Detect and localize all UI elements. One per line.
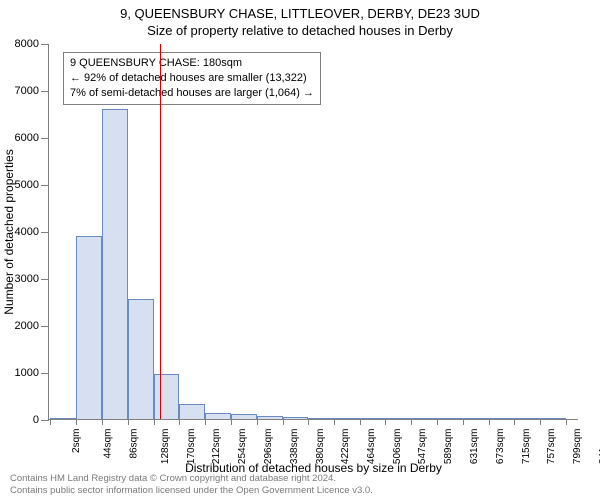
histogram-bar <box>489 418 515 419</box>
x-tick <box>231 419 232 425</box>
y-tick-label: 7000 <box>15 85 49 97</box>
x-tick <box>385 419 386 425</box>
footer-line-2: Contains public sector information licen… <box>10 485 373 497</box>
x-tick <box>463 419 464 425</box>
x-tick <box>489 419 490 425</box>
x-tick <box>50 419 51 425</box>
x-tick-label: 589sqm <box>443 429 454 465</box>
histogram-bar <box>308 418 334 419</box>
x-tick-label: 44sqm <box>103 429 114 459</box>
x-tick <box>566 419 567 425</box>
annotation-box: 9 QUEENSBURY CHASE: 180sqm← 92% of detac… <box>63 52 321 105</box>
histogram-bar <box>231 414 257 419</box>
x-tick-label: 422sqm <box>341 429 352 465</box>
x-tick-label: 715sqm <box>521 429 532 465</box>
histogram-bar <box>437 418 463 419</box>
x-tick <box>102 419 103 425</box>
x-tick <box>334 419 335 425</box>
x-tick-label: 631sqm <box>469 429 480 465</box>
x-tick <box>179 419 180 425</box>
y-tick-label: 2000 <box>15 320 49 332</box>
histogram-bar <box>463 418 489 419</box>
x-tick-label: 296sqm <box>263 429 274 465</box>
x-tick <box>283 419 284 425</box>
y-tick-label: 3000 <box>15 273 49 285</box>
y-tick-label: 1000 <box>15 367 49 379</box>
x-tick-label: 799sqm <box>572 429 583 465</box>
y-tick-label: 6000 <box>15 132 49 144</box>
histogram-bar <box>514 418 540 419</box>
histogram-bar <box>411 418 437 419</box>
x-tick-label: 128sqm <box>160 429 171 465</box>
x-tick-label: 170sqm <box>186 429 197 465</box>
x-tick <box>76 419 77 425</box>
histogram-bar <box>154 374 180 419</box>
reference-line <box>160 44 161 419</box>
footer-line-1: Contains HM Land Registry data © Crown c… <box>10 473 373 485</box>
x-tick <box>437 419 438 425</box>
x-tick <box>360 419 361 425</box>
x-tick <box>128 419 129 425</box>
x-tick-label: 506sqm <box>392 429 403 465</box>
histogram-bar <box>128 299 154 419</box>
x-tick-label: 2sqm <box>71 429 82 453</box>
x-tick-label: 547sqm <box>417 429 428 465</box>
y-tick-label: 4000 <box>15 226 49 238</box>
x-tick-label: 86sqm <box>128 429 139 459</box>
histogram-bar <box>76 236 102 419</box>
x-tick <box>257 419 258 425</box>
histogram-bar <box>283 417 309 419</box>
x-tick-label: 464sqm <box>366 429 377 465</box>
histogram-bar <box>179 404 205 419</box>
x-tick <box>540 419 541 425</box>
annotation-line: 7% of semi-detached houses are larger (1… <box>70 86 314 101</box>
x-tick <box>411 419 412 425</box>
histogram-bar <box>205 413 231 419</box>
x-tick-label: 757sqm <box>547 429 558 465</box>
histogram-bar <box>257 416 283 419</box>
footer-credits: Contains HM Land Registry data © Crown c… <box>10 473 373 497</box>
x-tick-label: 673sqm <box>495 429 506 465</box>
x-tick <box>205 419 206 425</box>
x-tick <box>154 419 155 425</box>
x-tick-label: 338sqm <box>289 429 300 465</box>
annotation-line: 9 QUEENSBURY CHASE: 180sqm <box>70 56 314 71</box>
y-tick-label: 0 <box>33 414 49 426</box>
chart-container: Number of detached properties Distributi… <box>48 44 578 420</box>
histogram-bar <box>540 418 566 419</box>
histogram-bar <box>102 109 128 419</box>
x-tick <box>308 419 309 425</box>
x-tick-label: 380sqm <box>315 429 326 465</box>
histogram-bar <box>385 418 411 419</box>
histogram-bar <box>50 418 76 419</box>
y-tick-label: 8000 <box>15 38 49 50</box>
histogram-bar <box>360 418 386 419</box>
chart-title: 9, QUEENSBURY CHASE, LITTLEOVER, DERBY, … <box>0 0 600 21</box>
histogram-bar <box>334 418 360 419</box>
y-tick-label: 5000 <box>15 179 49 191</box>
x-tick <box>514 419 515 425</box>
plot-area: Number of detached properties Distributi… <box>48 44 578 420</box>
x-tick-label: 212sqm <box>211 429 222 465</box>
x-tick-label: 254sqm <box>237 429 248 465</box>
chart-subtitle: Size of property relative to detached ho… <box>0 21 600 38</box>
annotation-line: ← 92% of detached houses are smaller (13… <box>70 71 314 86</box>
